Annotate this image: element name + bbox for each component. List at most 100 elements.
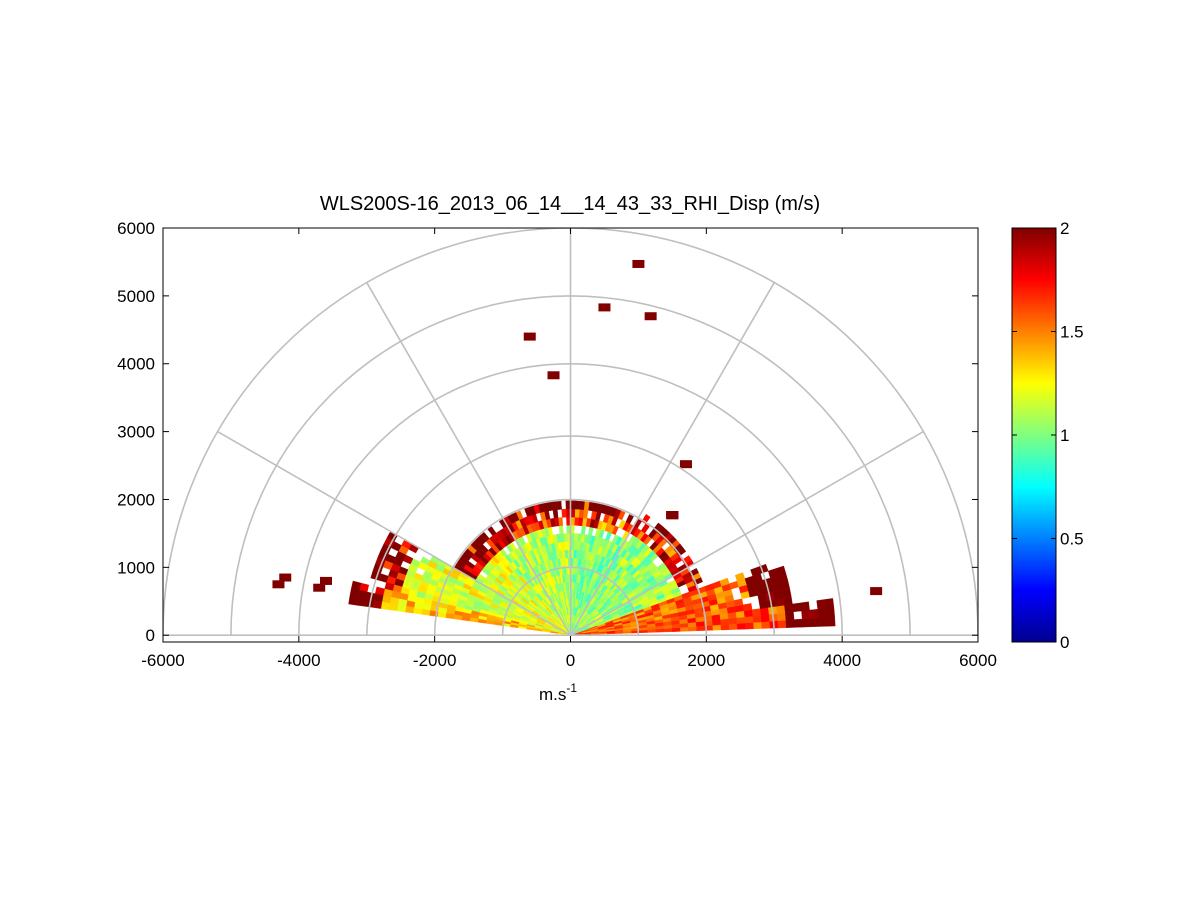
high-value-cell (279, 573, 292, 582)
scan-cell (824, 598, 835, 609)
high-value-cell (313, 583, 326, 592)
high-value-cell (523, 332, 536, 341)
scan-cell (524, 507, 532, 517)
scan-cell (745, 622, 755, 630)
scan-cell (792, 602, 802, 613)
scan-cell (793, 618, 803, 628)
scan-cell (817, 608, 827, 619)
colorbar-tick-label: 0.5 (1060, 530, 1084, 549)
y-tick-label: 3000 (117, 423, 155, 442)
scan-cell (356, 597, 367, 607)
scan-cell (777, 619, 787, 629)
scan-cell (785, 611, 795, 621)
scan-cell (776, 604, 786, 614)
x-tick-label: -4000 (277, 651, 320, 670)
scan-cell (784, 603, 794, 613)
scan-cell (752, 614, 762, 623)
x-tick-label: 6000 (959, 651, 997, 670)
y-tick-label: 6000 (117, 219, 155, 238)
scan-cell (801, 609, 811, 620)
elevation-spoke (570, 430, 924, 636)
scan-cell (736, 616, 746, 624)
high-value-cell (666, 511, 679, 520)
y-tick-label: 2000 (117, 490, 155, 509)
y-tick-label: 1000 (117, 558, 155, 577)
scan-cell (719, 577, 730, 587)
scan-cell (388, 603, 399, 612)
scan-cell (561, 508, 567, 518)
x-tick-label: 0 (566, 651, 575, 670)
scan-cell (800, 601, 810, 612)
elevation-spoke (366, 282, 572, 636)
scan-cell (680, 626, 689, 632)
scan-cell (728, 623, 738, 630)
scan-cell (809, 608, 819, 619)
scan-cell (558, 525, 564, 535)
colorbar (1011, 227, 1057, 643)
scan-cell (775, 565, 787, 576)
scan-cell (744, 615, 754, 624)
scan-cell (380, 601, 391, 610)
scan-cell (816, 599, 827, 610)
chart-title: WLS200S-16_2013_06_14__14_43_33_RHI_Disp… (320, 193, 820, 215)
scan-cell (625, 514, 634, 525)
x-axis-label: m.s-1 (539, 681, 577, 704)
high-value-cell (272, 580, 285, 589)
high-value-cell (547, 371, 560, 380)
scan-cell (826, 616, 836, 627)
high-value-cell (679, 460, 692, 469)
scan-cell (578, 509, 584, 519)
scan-cell (742, 603, 753, 612)
elevation-spoke (569, 282, 775, 636)
high-value-cell (632, 259, 645, 268)
scan-cell (728, 617, 738, 625)
high-value-cell (644, 312, 657, 321)
scan-cell (349, 588, 360, 598)
y-axis: 0 1000 2000 3000 4000 5000 6000 (117, 219, 978, 645)
colorbar-tick-label: 1.5 (1060, 323, 1084, 342)
scan-cell (734, 572, 746, 582)
x-tick-label: -2000 (413, 651, 456, 670)
scan-cell (825, 607, 835, 618)
scan-cell (785, 619, 795, 628)
x-tick-label: -6000 (141, 651, 184, 670)
scan-cell (577, 517, 584, 527)
x-axis-label-exponent: -1 (566, 681, 577, 695)
scan-cell (574, 500, 581, 510)
scan-cell (372, 600, 383, 609)
colorbar-tick-label: 0 (1060, 633, 1069, 652)
scan-cell (760, 614, 770, 623)
scan-cell (396, 604, 407, 613)
scan-cell (776, 612, 787, 621)
scan-cell (348, 596, 359, 606)
colorbar-tick-label: 2 (1060, 219, 1069, 238)
scan-cell (573, 541, 578, 551)
scan-cell (696, 625, 706, 632)
colorbar-tick-label: 1 (1060, 426, 1069, 445)
scan-cell (404, 605, 415, 614)
scan-cell (736, 622, 746, 630)
y-tick-label: 0 (146, 626, 155, 645)
scan-cell (818, 617, 828, 627)
y-tick-label: 4000 (117, 355, 155, 374)
high-value-cell (320, 576, 332, 585)
scan-cell (753, 621, 763, 630)
scan-cell (761, 621, 771, 629)
x-tick-label: 2000 (687, 651, 725, 670)
colorbar-ticks: 0 0.5 1 1.5 2 (1012, 219, 1084, 652)
elevation-spoke (217, 430, 571, 636)
scan-cell (751, 608, 762, 617)
scan-cell (573, 533, 578, 543)
scan-cell (801, 618, 812, 628)
y-tick-label: 5000 (117, 287, 155, 306)
high-value-cell (870, 587, 883, 596)
scan-cell (720, 623, 730, 631)
x-tick-label: 4000 (823, 651, 861, 670)
scan-cell (487, 526, 497, 536)
scan-cell (579, 500, 585, 510)
scan-cell (574, 516, 579, 526)
scan-cell (572, 549, 577, 559)
scan-cell (712, 624, 722, 631)
scan-cell (574, 508, 580, 518)
